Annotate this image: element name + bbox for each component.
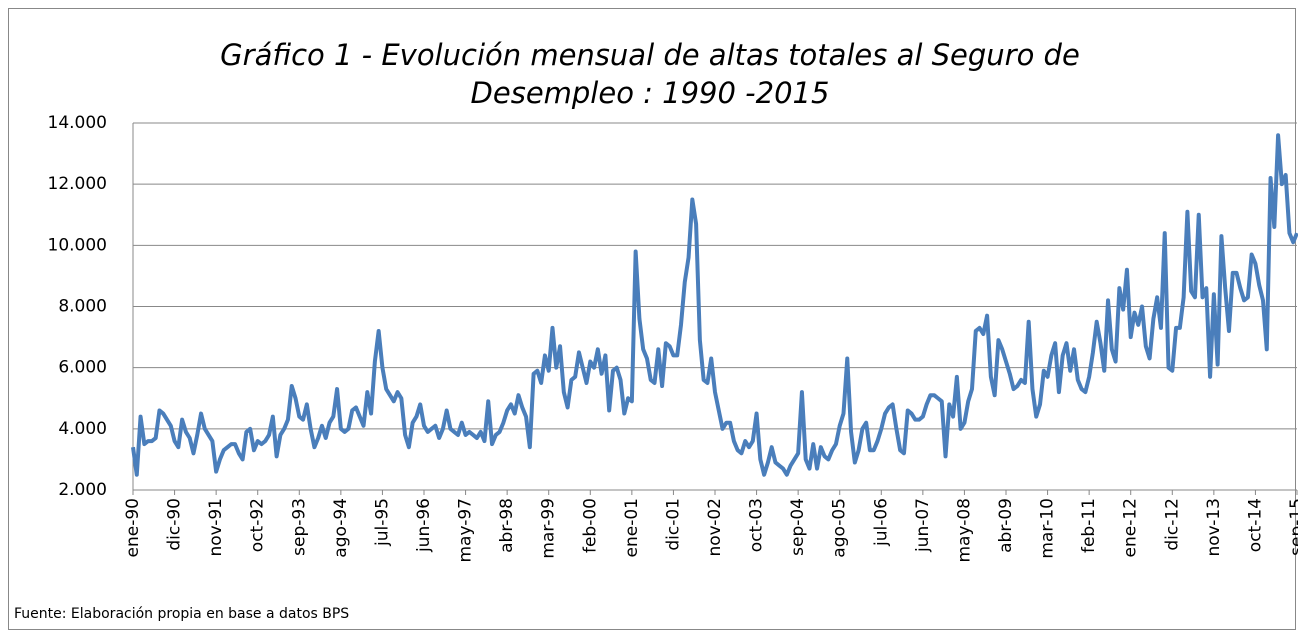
- x-tick-label: ago-94: [331, 498, 351, 558]
- x-tick-label: jul-06: [871, 498, 891, 547]
- x-tick-label: ene-90: [123, 498, 143, 557]
- x-tick-label: sep-15: [1287, 498, 1298, 556]
- x-tick-label: ago-05: [830, 498, 850, 558]
- x-tick-label: dic-12: [1162, 498, 1182, 551]
- y-tick-label: 10.000: [48, 235, 107, 255]
- chart-title: Gráfico 1 - Evolución mensual de altas t…: [220, 38, 1080, 110]
- y-tick-label: 2.000: [58, 480, 107, 500]
- y-tick-label: 12.000: [48, 174, 107, 194]
- y-tick-label: 8.000: [58, 297, 107, 317]
- x-tick-label: dic-90: [165, 498, 185, 551]
- chart-frame: [8, 8, 1296, 630]
- x-tick-label: may-08: [954, 498, 974, 563]
- x-tick-label: abr-98: [497, 498, 517, 553]
- x-tick-label: ene-12: [1121, 498, 1141, 557]
- x-tick-label: oct-14: [1245, 498, 1265, 552]
- x-tick-label: dic-01: [663, 498, 683, 551]
- y-tick-label: 6.000: [58, 358, 107, 378]
- x-tick-label: feb-00: [580, 498, 600, 553]
- x-tick-label: jun-96: [414, 498, 434, 553]
- x-tick-label: mar-10: [1038, 498, 1058, 559]
- x-tick-label: may-97: [456, 498, 476, 563]
- x-tick-label: mar-99: [539, 498, 559, 559]
- x-tick-label: oct-03: [747, 498, 767, 552]
- x-tick-label: jul-95: [372, 498, 392, 547]
- y-tick-label: 14.000: [48, 113, 107, 133]
- y-tick-label: 4.000: [58, 419, 107, 439]
- x-tick-label: nov-02: [705, 498, 725, 557]
- source-note: Fuente: Elaboración propia en base a dat…: [14, 606, 350, 622]
- x-tick-label: nov-13: [1204, 498, 1224, 557]
- data-line: [131, 133, 1298, 477]
- x-tick-label: sep-93: [289, 498, 309, 556]
- x-tick-label: oct-92: [248, 498, 268, 552]
- x-tick-label: abr-09: [996, 498, 1016, 553]
- x-tick-label: jun-07: [913, 498, 933, 553]
- x-tick-label: feb-11: [1079, 498, 1099, 553]
- x-tick-label: nov-91: [206, 498, 226, 557]
- x-tick-label: sep-04: [788, 498, 808, 556]
- x-tick-label: ene-01: [622, 498, 642, 557]
